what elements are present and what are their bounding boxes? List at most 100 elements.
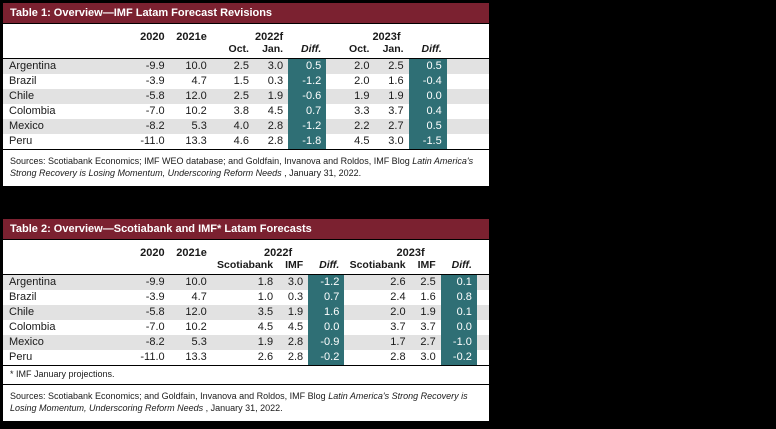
table-row: Mexico -8.2 5.3 1.9 2.8 -0.9 1.7 2.7 -1.0 — [3, 335, 489, 350]
value-cell: -9.9 — [145, 276, 165, 288]
sources-text: Sources: Scotiabank Economics; and Goldf… — [10, 391, 329, 401]
diff-cell: 0.0 — [440, 320, 477, 335]
value-cell: 2.5 — [233, 60, 249, 72]
diff-cell: 0.0 — [408, 89, 447, 104]
sub-column-header: Jan. — [253, 43, 289, 59]
diff-cell: -1.5 — [408, 134, 447, 150]
table1-sources: Sources: Scotiabank Economics; IMF WEO d… — [3, 150, 489, 186]
year-column-header: 2021e — [169, 240, 212, 275]
sub-column-header: IMF — [410, 259, 441, 275]
table1-title-bar: Table 1: Overview—IMF Latam Forecast Rev… — [3, 3, 489, 24]
value-cell: 3.7 — [388, 105, 404, 117]
value-cell: 5.3 — [191, 120, 207, 132]
value-cell: 3.5 — [257, 306, 274, 318]
spacer-cell — [477, 275, 489, 291]
value-cell: 3.0 — [410, 350, 441, 366]
group-column-header: 2023f — [396, 247, 425, 259]
diff-cell: 0.0 — [308, 320, 345, 335]
value-cell: 3.0 — [374, 134, 409, 150]
value-cell: 1.9 — [287, 306, 304, 318]
table-row: Colombia -7.0 10.2 4.5 4.5 0.0 3.7 3.7 0.0 — [3, 320, 489, 335]
diff-cell: 0.4 — [408, 104, 447, 119]
value-cell: 2.8 — [253, 134, 289, 150]
spacer-column-header — [476, 240, 489, 275]
diff-cell: -0.4 — [408, 74, 447, 89]
value-cell: 10.2 — [185, 321, 207, 333]
value-cell: 2.8 — [267, 120, 284, 132]
value-cell: -11.0 — [121, 134, 170, 150]
value-cell: 12.0 — [185, 306, 207, 318]
table1-body: Argentina -9.9 10.0 2.5 3.0 0.5 2.0 2.5 0.5 Brazi… — [3, 58, 489, 150]
country-cell: Chile — [9, 90, 35, 102]
value-cell: 4.7 — [191, 291, 207, 303]
table1-title: Table 1: Overview—IMF Latam Forecast Rev… — [10, 7, 273, 19]
group-column-header: 2022f — [264, 247, 293, 259]
table-row: Peru -11.0 13.3 2.6 2.8 -0.2 2.8 3.0 -0.2 — [3, 350, 489, 366]
value-cell: 2.0 — [354, 60, 370, 72]
table-row: Mexico -8.2 5.3 4.0 2.8 -1.2 2.2 2.7 0.5 — [3, 119, 489, 134]
country-cell: Mexico — [9, 336, 44, 348]
table2-body: Argentina -9.9 10.0 1.8 3.0 -1.2 2.6 2.5 0.1 Braz… — [3, 274, 489, 366]
value-cell: -7.0 — [145, 105, 165, 117]
spacer-cell — [477, 305, 489, 320]
value-cell: 1.9 — [257, 336, 274, 348]
value-cell: 1.9 — [354, 90, 370, 102]
table-row: Argentina -9.9 10.0 2.5 3.0 0.5 2.0 2.5 0.5 — [3, 58, 489, 75]
value-cell: 2.6 — [211, 350, 279, 366]
value-cell: 3.8 — [233, 105, 249, 117]
value-cell: 4.5 — [326, 134, 375, 150]
value-cell: -8.2 — [145, 336, 165, 348]
value-cell: 1.9 — [420, 306, 436, 318]
value-cell: 10.2 — [185, 105, 207, 117]
sub-column-header: Oct. — [326, 43, 375, 59]
diff-cell: -0.2 — [440, 350, 477, 366]
table2-header: 2020 2021e 2022f 2023f Scotiabank IMF Di… — [3, 240, 489, 275]
year-column-header: 2020 — [121, 240, 170, 275]
value-cell: 4.6 — [211, 134, 254, 150]
spacer-cell — [477, 335, 489, 350]
value-cell: 10.0 — [185, 60, 207, 72]
country-cell: Colombia — [9, 321, 56, 333]
spacer-cell — [477, 290, 489, 305]
value-cell: 12.0 — [185, 90, 207, 102]
country-cell: Peru — [3, 350, 122, 366]
spacer-cell — [447, 59, 489, 75]
value-cell: 1.7 — [390, 336, 406, 348]
table-row: Chile -5.8 12.0 3.5 1.9 1.6 2.0 1.9 0.1 — [3, 305, 489, 320]
diff-cell: 0.5 — [408, 119, 447, 134]
value-cell: 3.3 — [354, 105, 370, 117]
table2-title-bar: Table 2: Overview—Scotiabank and IMF* La… — [3, 219, 489, 240]
country-cell: Peru — [3, 134, 122, 150]
spacer-cell — [446, 134, 489, 150]
sources-publication-title: Latin America's Strong Recovery is Losin… — [10, 391, 468, 413]
value-cell: -7.0 — [145, 321, 165, 333]
header-row-sub: Scotiabank IMF Diff. Scotiabank IMF Diff… — [3, 259, 489, 275]
diff-column-header: Diff. — [288, 43, 327, 59]
header-row-groups: 2020 2021e 2022f 2023f — [3, 240, 489, 275]
spacer-cell — [447, 74, 489, 89]
country-cell: Argentina — [9, 276, 57, 288]
spacer-cell — [447, 104, 489, 119]
value-cell: 4.0 — [233, 120, 249, 132]
diff-cell: 0.5 — [408, 58, 447, 74]
value-cell: 3.7 — [390, 321, 406, 333]
value-cell: 3.7 — [420, 321, 436, 333]
value-cell: 2.5 — [233, 90, 249, 102]
sub-column-header: IMF — [278, 259, 309, 275]
diff-cell: -0.2 — [308, 350, 345, 366]
year-column-header: 2020 — [121, 24, 170, 59]
value-cell: 4.5 — [267, 105, 284, 117]
table-row: Chile -5.8 12.0 2.5 1.9 -0.6 1.9 1.9 0.0 — [3, 89, 489, 104]
spacer-cell — [447, 89, 489, 104]
diff-cell: 0.1 — [440, 305, 477, 320]
table2-sources: Sources: Scotiabank Economics; and Goldf… — [3, 385, 489, 421]
diff-cell: 0.7 — [308, 290, 345, 305]
table-row: Brazil -3.9 4.7 1.5 0.3 -1.2 2.0 1.6 -0.4 — [3, 74, 489, 89]
value-cell: 0.3 — [267, 75, 284, 87]
country-cell: Brazil — [9, 75, 37, 87]
country-column-header — [3, 240, 122, 275]
table-row: Argentina -9.9 10.0 1.8 3.0 -1.2 2.6 2.5 0.1 — [3, 274, 489, 291]
diff-cell: 0.5 — [288, 58, 327, 74]
table2-card: Table 2: Overview—Scotiabank and IMF* La… — [2, 218, 490, 422]
value-cell: 3.0 — [287, 276, 304, 288]
